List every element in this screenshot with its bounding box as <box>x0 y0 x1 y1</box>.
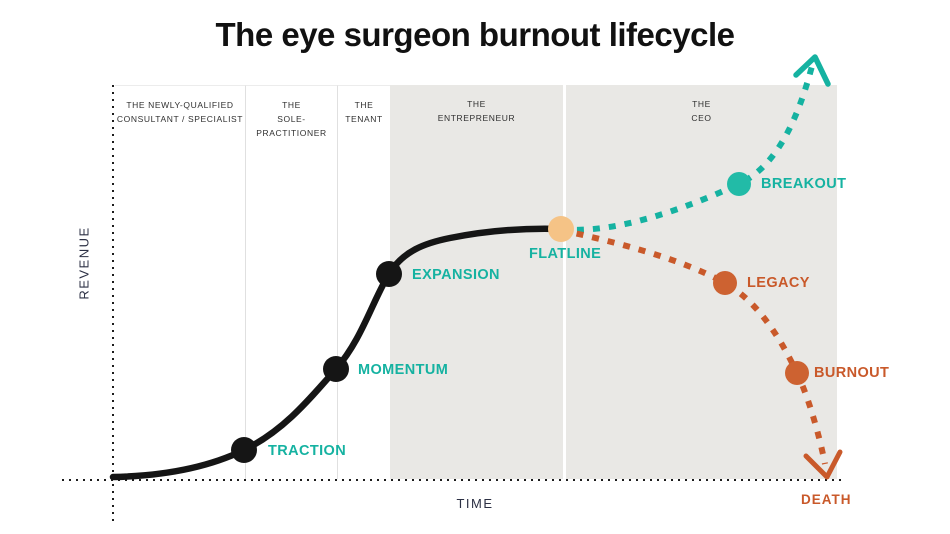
milestone-label-traction: TRACTION <box>268 443 347 459</box>
flatline-dot <box>548 216 574 242</box>
legacy-dot <box>713 271 737 295</box>
phase-band-newly-qualified: THE NEWLY-QUALIFIED CONSULTANT / SPECIAL… <box>115 85 246 479</box>
phase-band-ceo: THE CEO <box>566 85 837 479</box>
milestone-label-expansion: EXPANSION <box>412 267 500 283</box>
phase-label: THE CEO <box>691 99 712 123</box>
phase-label: THE ENTREPRENEUR <box>437 99 516 123</box>
burnout-dot <box>785 361 809 385</box>
y-axis-dotted-line <box>112 85 114 526</box>
phase-label: THE NEWLY-QUALIFIED CONSULTANT / SPECIAL… <box>116 100 244 124</box>
x-axis-label: TIME <box>456 496 494 511</box>
milestone-label-death: DEATH <box>801 492 852 507</box>
milestone-label-momentum: MOMENTUM <box>358 362 449 378</box>
milestone-label-flatline: FLATLINE <box>529 246 602 262</box>
burnout-curve <box>560 227 828 465</box>
breakout-curve <box>560 65 815 233</box>
milestone-label-breakout: BREAKOUT <box>761 176 847 192</box>
breakout-dot <box>727 172 751 196</box>
milestone-label-burnout: BURNOUT <box>814 365 890 381</box>
traction-dot <box>231 437 257 463</box>
momentum-dot <box>323 356 349 382</box>
milestone-label-legacy: LEGACY <box>747 275 810 291</box>
growth-curve <box>109 225 565 481</box>
page-title: The eye surgeon burnout lifecycle <box>215 16 735 53</box>
x-axis-dotted-line <box>62 479 841 481</box>
arrow-up-icon <box>793 54 831 87</box>
phase-band-entrepreneur: THE ENTREPRENEUR <box>390 85 563 479</box>
expansion-dot <box>376 261 402 287</box>
arrow-down-icon <box>803 449 843 480</box>
phase-label: THE SOLE-PRACTITIONER <box>256 100 327 138</box>
phase-label: THE TENANT <box>345 100 383 124</box>
